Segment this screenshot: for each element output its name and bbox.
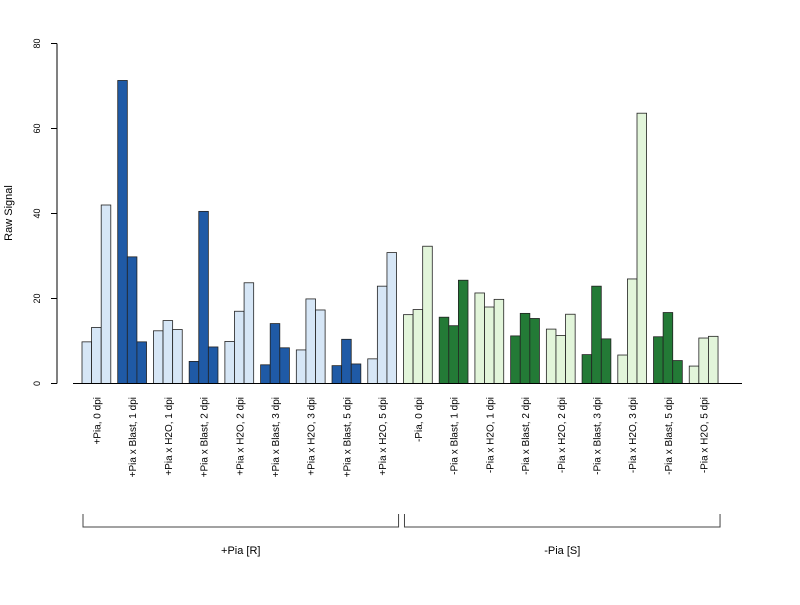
bar bbox=[672, 360, 683, 384]
bar bbox=[617, 354, 628, 384]
bar bbox=[529, 318, 540, 384]
bar bbox=[341, 338, 352, 384]
x-tick-label: +Pia x Blast, 5 dpi bbox=[342, 397, 353, 477]
group-bracket-label: +Pia [R] bbox=[221, 545, 260, 557]
bar bbox=[350, 363, 362, 384]
x-tick-label: +Pia x H2O, 1 dpi bbox=[164, 397, 175, 476]
bar bbox=[188, 360, 200, 384]
bar bbox=[91, 326, 102, 384]
x-tick-label: +Pia x Blast, 3 dpi bbox=[271, 397, 282, 477]
x-tick-label: +Pia x H2O, 2 dpi bbox=[235, 397, 246, 476]
group-bracket-line bbox=[403, 514, 721, 528]
bar bbox=[448, 325, 459, 384]
bar bbox=[565, 313, 576, 384]
bar bbox=[403, 314, 414, 384]
bar bbox=[172, 329, 183, 384]
bar bbox=[243, 282, 255, 384]
bar bbox=[600, 338, 612, 384]
x-tick-label: +Pia x H2O, 5 dpi bbox=[378, 397, 389, 476]
bar bbox=[100, 204, 112, 384]
bar bbox=[81, 341, 93, 384]
bar bbox=[484, 306, 495, 384]
y-axis-label: Raw Signal bbox=[3, 185, 15, 241]
bar bbox=[412, 309, 424, 384]
bar bbox=[510, 335, 521, 384]
group-brackets: +Pia [R] -Pia [S] bbox=[82, 514, 721, 557]
x-tick-label: +Pia, 0 dpi bbox=[92, 397, 103, 445]
x-tick-label: +Pia x Blast, 1 dpi bbox=[128, 397, 139, 477]
bar bbox=[153, 330, 164, 384]
bar bbox=[279, 347, 290, 384]
x-tick-label: -Pia x Blast, 1 dpi bbox=[450, 397, 461, 475]
bar bbox=[126, 256, 138, 384]
bar bbox=[636, 112, 648, 384]
bar bbox=[198, 210, 209, 384]
x-tick-label: -Pia x H2O, 3 dpi bbox=[628, 397, 639, 473]
bar bbox=[162, 320, 174, 384]
bar bbox=[386, 252, 397, 384]
x-tick-label: -Pia x Blast, 5 dpi bbox=[664, 397, 675, 475]
y-tick-label: 80 bbox=[32, 38, 42, 48]
bar bbox=[591, 285, 602, 384]
bar bbox=[493, 298, 505, 384]
bar bbox=[367, 358, 378, 384]
y-tick-label: 20 bbox=[32, 293, 42, 303]
bar bbox=[269, 323, 281, 384]
bar bbox=[474, 292, 485, 384]
bar bbox=[662, 312, 674, 384]
bar bbox=[224, 341, 235, 384]
bar bbox=[708, 335, 719, 384]
x-tick-label: -Pia x H2O, 5 dpi bbox=[700, 397, 711, 473]
y-tick-label: 60 bbox=[32, 123, 42, 133]
x-tick-label: -Pia x Blast, 2 dpi bbox=[521, 397, 532, 475]
x-tick-label: -Pia x H2O, 1 dpi bbox=[485, 397, 496, 473]
x-tick-label: -Pia x H2O, 2 dpi bbox=[557, 397, 568, 473]
bar bbox=[260, 364, 271, 384]
bars bbox=[81, 80, 719, 384]
x-tick-label: -Pia, 0 dpi bbox=[414, 397, 425, 442]
bar bbox=[545, 328, 557, 384]
bar bbox=[627, 278, 638, 384]
x-tick-label: -Pia x Blast, 3 dpi bbox=[592, 397, 603, 475]
y-tick-label: 40 bbox=[32, 208, 42, 218]
bar bbox=[519, 312, 531, 384]
bar bbox=[305, 298, 316, 384]
bar bbox=[315, 309, 326, 384]
bar bbox=[555, 335, 566, 384]
bar bbox=[698, 337, 709, 384]
bar bbox=[295, 349, 307, 384]
bar bbox=[422, 245, 433, 384]
bar bbox=[207, 346, 219, 384]
y-axis: 0 20 40 60 80 bbox=[32, 38, 58, 386]
bar bbox=[688, 365, 700, 384]
bar bbox=[438, 316, 450, 384]
bar bbox=[376, 285, 388, 384]
group-bracket-line bbox=[82, 514, 400, 528]
bar bbox=[457, 279, 469, 384]
bar bbox=[136, 341, 147, 384]
y-tick-label: 0 bbox=[32, 381, 42, 386]
x-axis-tick-labels: +Pia, 0 dpi +Pia x Blast, 1 dpi +Pia x H2O… bbox=[92, 397, 710, 477]
x-tick-label: +Pia x H2O, 3 dpi bbox=[307, 397, 318, 476]
bar bbox=[653, 336, 664, 384]
bar bbox=[234, 310, 245, 384]
x-tick-label: +Pia x Blast, 2 dpi bbox=[200, 397, 211, 477]
bar bbox=[117, 80, 128, 384]
group-bracket-label: -Pia [S] bbox=[544, 545, 580, 557]
bar bbox=[331, 365, 343, 384]
bar bbox=[581, 354, 593, 384]
